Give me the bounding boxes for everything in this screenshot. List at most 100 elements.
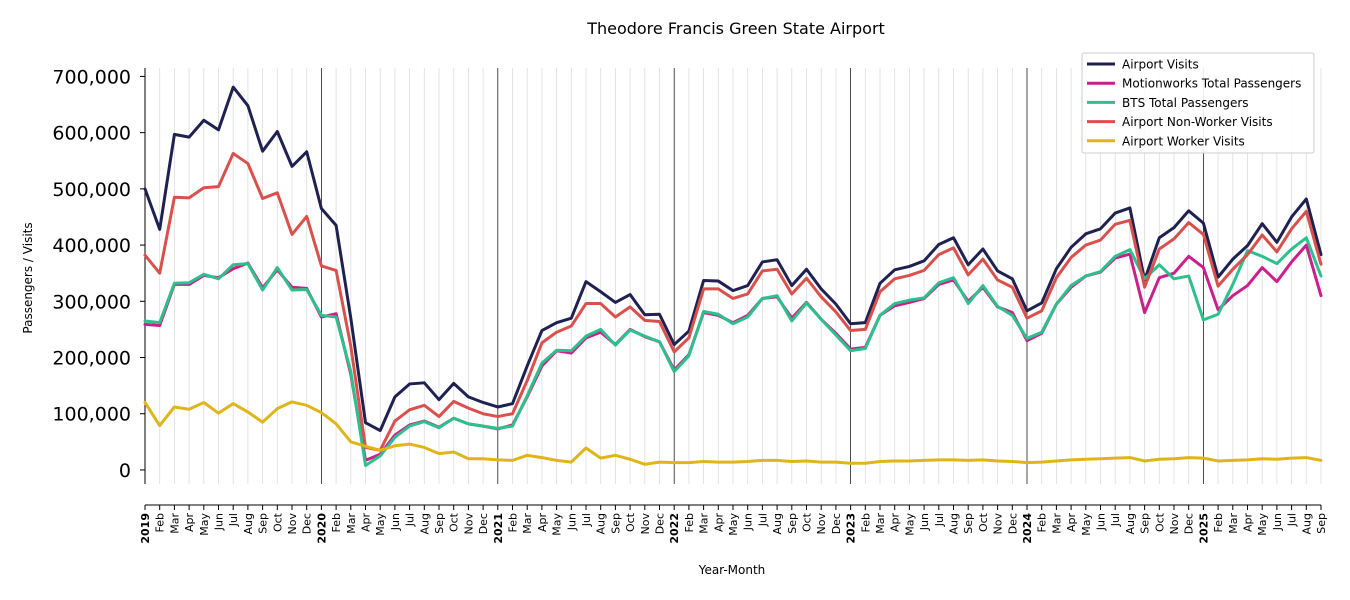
x-tick-label: Dec <box>477 513 490 534</box>
x-tick-label: Nov <box>462 513 475 535</box>
x-tick-label: May <box>727 513 740 536</box>
x-tick-label: Dec <box>1183 513 1196 534</box>
x-tick-label: Oct <box>801 512 814 532</box>
y-tick-label: 500,000 <box>52 179 131 201</box>
x-tick-label: Oct <box>271 512 284 532</box>
series-line <box>143 400 1323 466</box>
x-tick-label: Mar <box>698 513 711 534</box>
x-tick-label: Mar <box>874 513 887 534</box>
x-tick-label: Jul <box>933 513 946 527</box>
x-tick-label: Oct <box>977 512 990 532</box>
x-tick-label: Dec <box>1006 513 1019 534</box>
x-tick-label: Nov <box>1168 513 1181 535</box>
series-line <box>143 151 1323 452</box>
x-tick-label: Dec <box>830 513 843 534</box>
x-tick-label: Mar <box>345 513 358 534</box>
x-tick-label: Feb <box>330 513 343 532</box>
x-tick-label: Nov <box>286 513 299 535</box>
x-tick-label: Apr <box>889 513 902 533</box>
legend-label: Airport Worker Visits <box>1122 134 1245 148</box>
legend-label: BTS Total Passengers <box>1122 96 1249 110</box>
x-tick-label: Mar <box>521 513 534 534</box>
x-tick-label: Sep <box>1139 513 1152 534</box>
x-tick-label: Dec <box>301 513 314 534</box>
x-tick-label: Feb <box>1212 513 1225 532</box>
x-tick-label: Feb <box>859 513 872 532</box>
x-tick-label: Sep <box>609 513 622 534</box>
x-tick-label: Oct <box>448 512 461 532</box>
x-tick-label: 2019 <box>139 513 152 544</box>
x-tick-label: 2021 <box>492 513 505 544</box>
x-tick-label: Feb <box>1036 513 1049 532</box>
legend-label: Airport Non-Worker Visits <box>1122 115 1273 129</box>
x-tick-label: Oct <box>1153 512 1166 532</box>
x-tick-label: Sep <box>1315 513 1328 534</box>
legend-label: Motionworks Total Passengers <box>1122 77 1301 91</box>
x-tick-label: Nov <box>639 513 652 535</box>
x-tick-label: Jun <box>742 513 755 531</box>
x-tick-label: Jul <box>227 513 240 527</box>
y-tick-label: 0 <box>119 460 131 482</box>
x-tick-label: Jul <box>404 513 417 527</box>
x-tick-label: Feb <box>154 513 167 532</box>
x-tick-label: Nov <box>992 513 1005 535</box>
x-tick-label: Nov <box>815 513 828 535</box>
legend: Airport Visits Motionworks Total Passenge… <box>1081 52 1315 154</box>
x-tick-label: Aug <box>1124 513 1137 534</box>
x-tick-label: Oct <box>624 512 637 532</box>
x-tick-label: Sep <box>786 513 799 534</box>
series-line <box>143 85 1323 433</box>
legend-box <box>1081 52 1315 154</box>
x-tick-label: Aug <box>948 513 961 534</box>
x-tick-label: 2020 <box>315 513 328 544</box>
x-tick-label: Jul <box>1109 513 1122 527</box>
x-tick-label: Dec <box>654 513 667 534</box>
x-tick-label: Apr <box>1242 513 1255 533</box>
legend-label: Airport Visits <box>1122 58 1199 72</box>
x-tick-label: Apr <box>536 513 549 533</box>
x-tick-label: Apr <box>183 513 196 533</box>
x-tick-label: Jul <box>1286 513 1299 527</box>
x-tick-label: 2024 <box>1021 513 1034 544</box>
x-tick-label: 2022 <box>668 513 681 544</box>
x-tick-label: Mar <box>1050 513 1063 534</box>
x-tick-label: Jun <box>565 513 578 531</box>
y-tick-label: 300,000 <box>52 291 131 313</box>
series-line <box>143 236 1323 467</box>
x-tick-label: Jun <box>1271 513 1284 531</box>
x-tick-label: May <box>198 513 211 536</box>
x-tick-label: Jun <box>213 513 226 531</box>
x-tick-label: Jul <box>756 513 769 527</box>
x-tick-label: Jun <box>389 513 402 531</box>
y-tick-label: 100,000 <box>52 404 131 426</box>
x-tick-label: Apr <box>360 513 373 533</box>
x-tick-label: Aug <box>595 513 608 534</box>
x-tick-label: Aug <box>418 513 431 534</box>
x-tick-label: 2025 <box>1197 513 1210 544</box>
x-tick-label: Sep <box>257 513 270 534</box>
x-tick-label: Jun <box>1095 513 1108 531</box>
x-tick-label: Mar <box>168 513 181 534</box>
series-layer <box>143 85 1323 467</box>
axes-layer: 0 100,000 200,000 300,000 400,000 500,000 600,… <box>52 66 1328 543</box>
y-tick-label: 700,000 <box>52 66 131 88</box>
x-tick-label: Mar <box>1227 513 1240 534</box>
x-tick-label: May <box>1256 513 1269 536</box>
y-tick-label: 400,000 <box>52 235 131 257</box>
x-tick-label: Apr <box>712 513 725 533</box>
chart-title: Theodore Francis Green State Airport <box>586 19 885 38</box>
y-tick-label: 200,000 <box>52 348 131 370</box>
x-tick-label: Feb <box>683 513 696 532</box>
x-tick-label: Aug <box>771 513 784 534</box>
y-tick-label: 600,000 <box>52 123 131 145</box>
x-tick-label: Jun <box>918 513 931 531</box>
x-tick-label: 2023 <box>845 513 858 544</box>
y-axis-label: Passengers / Visits <box>21 222 35 333</box>
x-axis-label: Year-Month <box>698 563 766 577</box>
x-tick-label: May <box>903 513 916 536</box>
x-tick-label: Sep <box>433 513 446 534</box>
x-tick-label: Aug <box>242 513 255 534</box>
x-tick-label: May <box>551 513 564 536</box>
x-tick-label: May <box>374 513 387 536</box>
